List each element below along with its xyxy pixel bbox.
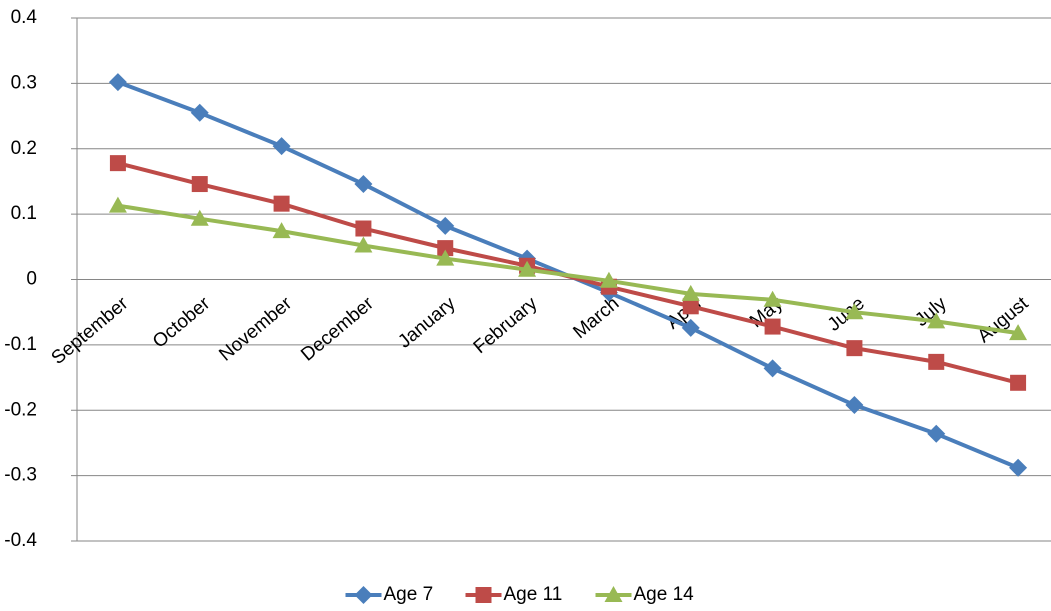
data-point <box>437 240 454 257</box>
legend-marker <box>354 586 373 604</box>
data-point <box>436 216 455 235</box>
legend-label: Age 14 <box>634 584 695 605</box>
data-point <box>354 175 373 194</box>
data-point <box>109 155 126 172</box>
data-point <box>191 176 208 193</box>
data-point <box>1009 324 1028 341</box>
y-tick-label: 0.1 <box>11 203 37 224</box>
y-tick-label: -0.1 <box>4 334 37 355</box>
data-point <box>845 396 864 415</box>
legend-marker <box>475 587 492 603</box>
data-point <box>763 359 782 378</box>
x-tick-label: January <box>394 293 460 353</box>
data-point <box>845 303 864 320</box>
data-point <box>108 196 127 213</box>
y-tick-label: 0 <box>26 269 37 290</box>
legend-label: Age 11 <box>504 584 563 605</box>
data-point <box>436 249 455 266</box>
x-tick-label: March <box>569 293 623 343</box>
data-point <box>518 260 537 277</box>
data-point <box>190 103 209 122</box>
data-point <box>354 236 373 253</box>
x-tick-label: September <box>48 293 133 369</box>
data-point <box>272 222 291 239</box>
data-point <box>355 220 372 237</box>
y-tick-label: 0.3 <box>11 72 37 93</box>
y-tick-label: -0.2 <box>4 399 37 420</box>
data-point <box>764 318 781 335</box>
y-tick-label: -0.4 <box>4 530 37 551</box>
data-point <box>273 195 290 212</box>
data-point <box>763 290 782 307</box>
data-point <box>108 73 127 92</box>
data-point <box>1009 458 1028 477</box>
x-tick-label: October <box>149 293 215 353</box>
data-point <box>927 424 946 443</box>
data-point <box>928 353 945 370</box>
data-point <box>682 298 699 315</box>
y-tick-label: 0.2 <box>11 138 37 159</box>
data-point <box>599 271 618 288</box>
data-point <box>1010 374 1027 391</box>
data-point <box>681 318 700 337</box>
x-tick-label: February <box>470 293 542 358</box>
series-line <box>117 161 1019 385</box>
series-line <box>117 203 1019 336</box>
data-point <box>927 312 946 329</box>
data-point <box>272 137 291 156</box>
y-tick-label: 0.4 <box>11 7 38 28</box>
data-point <box>846 340 863 357</box>
x-tick-label: November <box>215 293 296 366</box>
y-tick-label: -0.3 <box>4 465 37 486</box>
data-point <box>681 284 700 301</box>
legend-marker <box>604 586 623 602</box>
x-tick-label: December <box>297 293 378 366</box>
data-point <box>190 209 209 226</box>
legend-label: Age 7 <box>384 584 434 605</box>
